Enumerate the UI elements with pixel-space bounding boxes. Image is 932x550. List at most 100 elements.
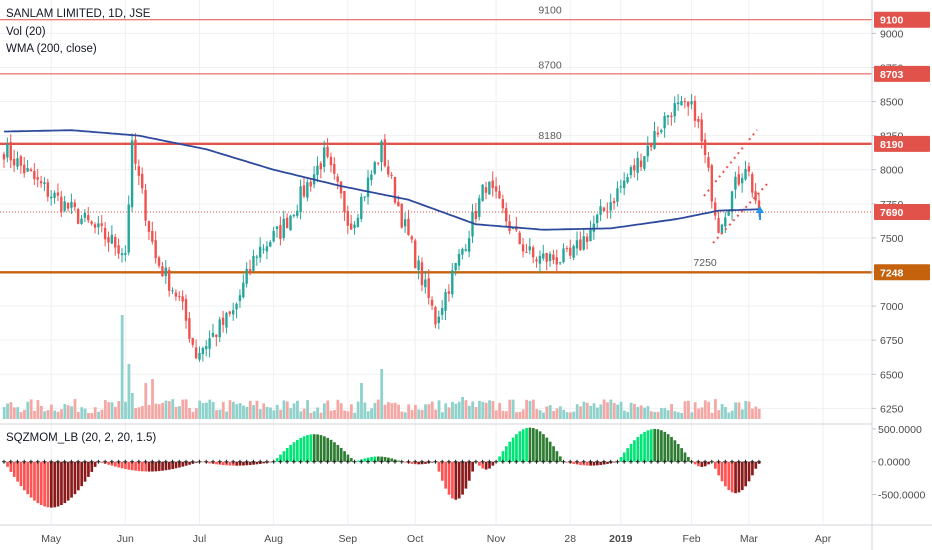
candle-body xyxy=(167,269,171,291)
candle-body xyxy=(360,196,363,219)
candle-body xyxy=(191,338,194,345)
momentum-bar xyxy=(171,461,175,470)
volume-bar xyxy=(693,402,697,419)
squeeze-dot xyxy=(487,459,492,464)
squeeze-dot xyxy=(163,459,168,464)
volume-bar xyxy=(687,400,690,419)
volume-bar xyxy=(302,408,306,419)
volume-bar xyxy=(215,410,218,419)
momentum-bar xyxy=(720,461,724,482)
momentum-bar xyxy=(713,461,717,469)
volume-bar xyxy=(417,409,421,419)
volume-bar xyxy=(494,410,498,419)
legend-wma[interactable]: WMA (200, close) xyxy=(6,43,97,55)
candle-body xyxy=(258,246,262,258)
candle-body xyxy=(87,215,90,221)
legend-symbol[interactable]: SANLAM LIMITED, 1D, JSE xyxy=(6,8,151,20)
legend-volume[interactable]: Vol (20) xyxy=(6,26,46,38)
momentum-bar xyxy=(417,461,421,465)
candle-body xyxy=(66,203,70,209)
squeeze-dot xyxy=(730,459,735,464)
candle-body xyxy=(531,247,535,258)
candle-body xyxy=(542,253,545,259)
momentum-bar xyxy=(447,461,451,495)
volume-bar xyxy=(585,402,589,419)
volume-bar xyxy=(454,403,458,419)
momentum-bar xyxy=(349,458,353,462)
squeeze-dot xyxy=(682,459,687,464)
candle-body xyxy=(599,206,602,215)
squeeze-dot xyxy=(291,459,296,464)
squeeze-dot xyxy=(123,459,128,464)
volume-bar xyxy=(130,393,134,419)
candle-body xyxy=(275,226,279,230)
squeeze-dot xyxy=(42,459,47,464)
candle-body xyxy=(205,346,208,349)
candle-body xyxy=(60,196,63,212)
volume-bar xyxy=(444,403,448,419)
momentum-bar xyxy=(255,461,259,465)
candle-body xyxy=(376,162,380,164)
volume-bar xyxy=(252,405,256,419)
squeeze-dot xyxy=(379,459,384,464)
volume-bar xyxy=(329,410,333,419)
volume-bar xyxy=(211,401,215,419)
volume-bar xyxy=(666,410,670,419)
momentum-bar xyxy=(46,461,50,508)
momentum-bar xyxy=(9,461,13,472)
volume-bar xyxy=(451,401,454,419)
volume-bar xyxy=(757,408,761,419)
volume-bar xyxy=(387,402,390,419)
volume-bar xyxy=(737,402,741,419)
candle-body xyxy=(687,101,690,107)
momentum-bar xyxy=(410,461,414,464)
momentum-bar xyxy=(306,435,309,462)
squeeze-dot xyxy=(312,459,317,464)
candle-body xyxy=(420,262,424,286)
candle-body xyxy=(140,173,144,189)
volume-bar xyxy=(167,401,171,419)
volume-bar xyxy=(393,402,397,419)
momentum-bar xyxy=(184,461,188,466)
volume-bar xyxy=(245,406,249,419)
volume-bar xyxy=(407,404,411,419)
volume-bar xyxy=(43,411,47,419)
momentum-bar xyxy=(299,437,303,462)
volume-bar xyxy=(56,411,60,419)
squeeze-dot xyxy=(655,459,660,464)
momentum-bar xyxy=(39,461,43,506)
squeeze-dot xyxy=(601,459,606,464)
candle-body xyxy=(474,210,478,220)
time-axis-label: May xyxy=(41,533,62,545)
candle-body xyxy=(198,352,201,360)
volume-bar xyxy=(589,405,593,419)
volume-bar xyxy=(299,411,303,419)
candle-body xyxy=(454,263,457,271)
candle-body xyxy=(390,174,393,176)
candle-body xyxy=(710,165,714,202)
candle-body xyxy=(326,146,329,157)
legend-oscillator[interactable]: SQZMOM_LB (20, 2, 20, 1.5) xyxy=(6,432,157,444)
momentum-bar xyxy=(488,461,491,469)
volume-bar xyxy=(103,400,107,419)
momentum-bar xyxy=(683,452,687,462)
price-tick-label: 7500 xyxy=(880,233,904,245)
squeeze-dot xyxy=(96,459,101,464)
candle-body xyxy=(49,196,53,199)
time-axis-label: 2019 xyxy=(609,533,633,545)
squeeze-dot xyxy=(548,459,553,464)
candle-body xyxy=(363,196,366,198)
candle-body xyxy=(319,163,323,170)
candle-body xyxy=(336,176,339,182)
squeeze-dot xyxy=(89,459,94,464)
squeeze-dot xyxy=(709,459,714,464)
candle-body xyxy=(39,181,43,184)
volume-bar xyxy=(461,397,464,419)
momentum-bar xyxy=(545,437,549,462)
volume-bar xyxy=(434,409,438,419)
candle-body xyxy=(602,207,606,212)
momentum-bar xyxy=(700,461,704,467)
momentum-bar xyxy=(646,430,650,462)
candle-body xyxy=(147,220,151,232)
candle-body xyxy=(505,208,508,222)
